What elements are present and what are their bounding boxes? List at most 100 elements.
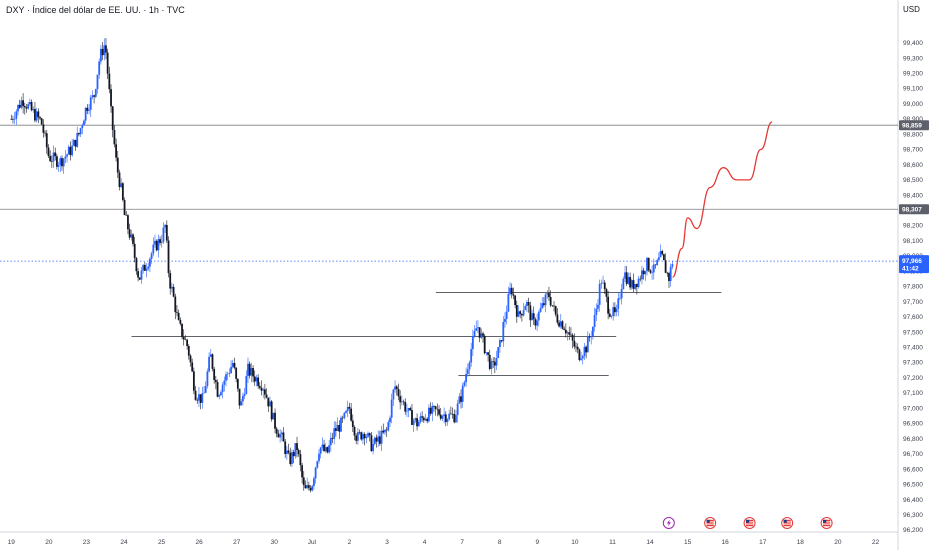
candle-body <box>333 428 336 439</box>
candle-body <box>449 413 452 415</box>
candle-body <box>581 356 584 359</box>
candle-body <box>101 48 104 56</box>
candle-body <box>341 417 344 419</box>
candle-body <box>421 416 424 418</box>
candle-body <box>419 416 422 422</box>
candle-body <box>575 346 577 348</box>
candle-body <box>600 283 603 284</box>
y-tick-label: 98,200 <box>903 223 923 230</box>
candle-body <box>265 394 268 398</box>
candle-body <box>559 321 562 327</box>
candle-body <box>94 89 97 97</box>
candle-body <box>52 152 55 162</box>
candle-body <box>390 399 393 418</box>
candle-body <box>294 443 297 457</box>
candle-body <box>351 420 354 427</box>
candle-body <box>108 73 111 90</box>
candle-body <box>605 289 608 297</box>
candle-body <box>228 373 231 374</box>
candle-body <box>23 106 26 108</box>
candle-body <box>324 447 327 452</box>
candle-body <box>548 293 550 298</box>
candle-body <box>475 328 478 331</box>
candle-body <box>18 104 21 108</box>
y-tick-label: 97,800 <box>903 284 923 291</box>
x-tick-label: 23 <box>83 539 91 546</box>
candle-body <box>368 433 371 436</box>
us-flag-icon[interactable] <box>820 517 833 529</box>
flag-stripes <box>823 519 831 527</box>
candle-body <box>291 452 293 465</box>
candle-body <box>253 376 256 382</box>
candle-body <box>580 358 582 360</box>
candle-body <box>285 450 288 455</box>
candle-body <box>592 326 594 337</box>
candle-body <box>138 277 141 280</box>
candle-body <box>651 272 653 274</box>
candle-body <box>27 104 30 109</box>
candle-body <box>613 307 616 313</box>
candle-body <box>499 340 501 348</box>
candle-body <box>121 183 124 200</box>
candle-body <box>49 155 52 162</box>
candle-body <box>120 183 123 188</box>
y-tick-label: 96,600 <box>903 466 923 473</box>
candle-body <box>395 386 398 390</box>
candle-body <box>409 408 412 411</box>
us-flag-icon[interactable] <box>743 517 756 529</box>
candle-body <box>659 251 662 258</box>
candle-body <box>644 271 647 275</box>
candle-body <box>443 414 446 416</box>
candle-body <box>524 305 527 311</box>
candle-body <box>71 145 74 156</box>
candle-body <box>184 339 187 340</box>
candle-body <box>64 156 67 159</box>
candle-body <box>441 415 444 419</box>
x-tick-label: 26 <box>196 539 204 546</box>
candle-body <box>363 433 366 439</box>
candle-body <box>78 133 80 135</box>
candle-body <box>235 367 238 379</box>
candle-body <box>263 389 266 395</box>
us-flag-icon[interactable] <box>704 517 717 529</box>
y-tick-label: 99,400 <box>903 40 923 47</box>
candle-body <box>165 224 168 241</box>
candle-body <box>502 321 505 342</box>
candle-body <box>517 311 520 317</box>
candle-body <box>526 302 528 306</box>
candle-body <box>269 401 271 407</box>
candle-body <box>384 429 386 433</box>
currency-label[interactable]: USD <box>903 5 920 14</box>
candle-body <box>427 407 430 422</box>
candle-body <box>260 387 263 391</box>
candle-body <box>652 264 655 273</box>
candle-body <box>451 413 454 415</box>
candle-body <box>539 308 542 313</box>
candle-body <box>240 401 243 406</box>
candle-body <box>223 380 226 385</box>
candle-body <box>127 215 129 230</box>
candle-body <box>534 319 537 326</box>
us-flag-icon[interactable] <box>781 517 794 529</box>
candle-body <box>446 419 449 423</box>
candle-body <box>468 362 471 370</box>
countdown-label: 41:42 <box>902 266 919 273</box>
candle-body <box>182 336 185 340</box>
flag-canton <box>706 519 710 523</box>
candle-body <box>160 241 163 243</box>
lightning-icon[interactable] <box>662 517 675 529</box>
candle-body <box>629 277 632 288</box>
candle-body <box>532 313 535 320</box>
x-tick-label: 17 <box>759 539 767 546</box>
y-tick-label: 99,000 <box>903 101 923 108</box>
candle-body <box>537 312 540 321</box>
candle-body <box>84 107 87 121</box>
candle-body <box>245 375 248 394</box>
flag-white <box>745 521 754 523</box>
x-tick-label: 4 <box>423 539 427 546</box>
candle-body <box>546 293 549 295</box>
candle-body <box>277 433 280 438</box>
candle-body <box>214 380 217 383</box>
x-tick-label: 30 <box>271 539 279 546</box>
